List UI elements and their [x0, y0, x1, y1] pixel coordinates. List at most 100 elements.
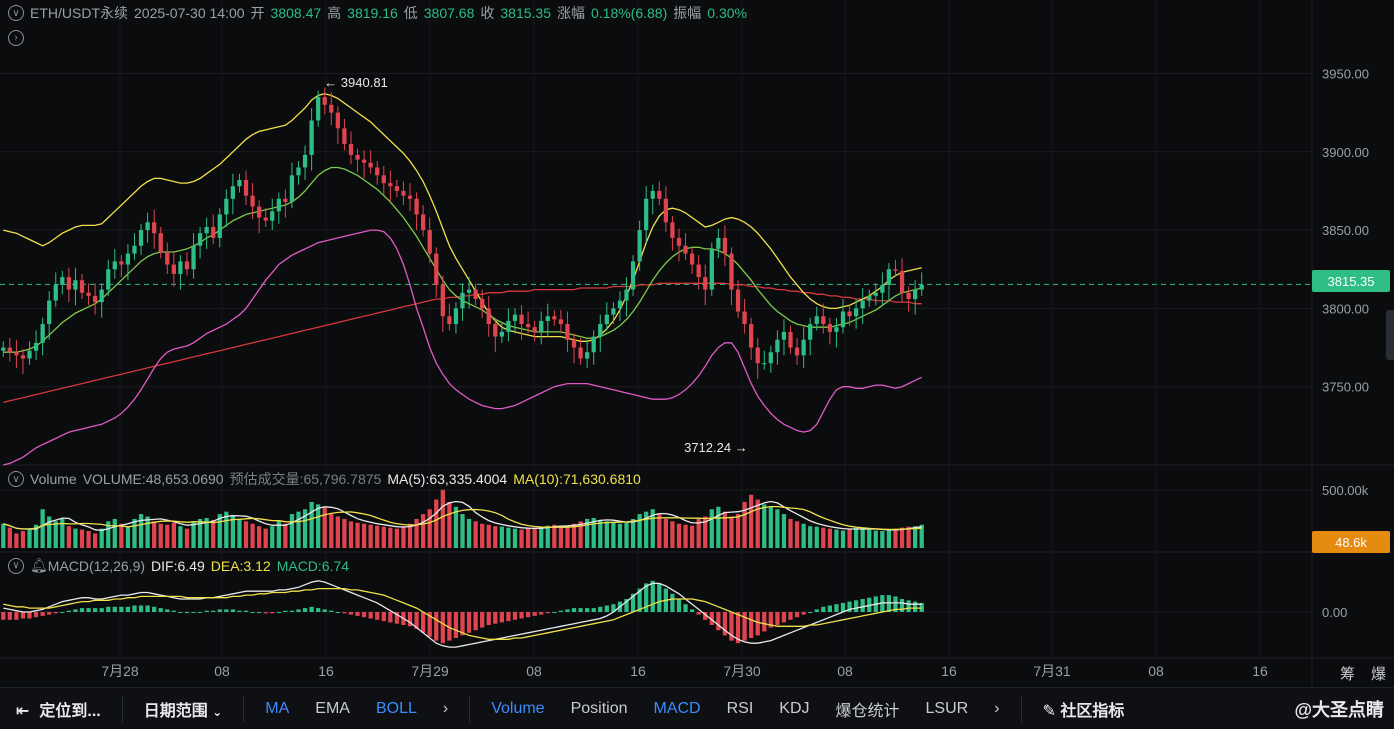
candle-body — [14, 352, 19, 356]
volume-bar — [821, 527, 826, 548]
candle-body — [611, 308, 616, 315]
candle-body — [296, 167, 301, 176]
kdj-tab[interactable]: KDJ — [779, 699, 810, 717]
liquidation-toggle[interactable]: 爆 — [1370, 666, 1386, 683]
candle-body — [329, 104, 334, 113]
candle-body — [539, 320, 544, 332]
volume-bar — [565, 526, 570, 548]
candle-body — [749, 324, 754, 348]
ma-tab[interactable]: MA — [265, 699, 290, 717]
volume-bar — [158, 523, 163, 548]
macd-histogram-bar — [329, 610, 334, 612]
macd-histogram-bar — [735, 612, 741, 644]
macd-histogram-bar — [676, 599, 682, 612]
volume-bar — [558, 525, 564, 548]
volume-bar — [486, 524, 491, 548]
volume-bar — [197, 518, 203, 548]
time-tick-label: 08 — [526, 663, 542, 679]
volume-tab[interactable]: Volume — [491, 699, 545, 717]
macd-dif-line — [3, 580, 922, 648]
chevron-right-icon[interactable]: › — [8, 29, 24, 46]
volume-bar — [663, 518, 669, 548]
macd-tab[interactable]: MACD — [653, 699, 701, 717]
candle-body — [650, 190, 655, 199]
volume-collapse-icon[interactable]: ∨ — [8, 471, 24, 487]
price-annotation: 3712.24 → — [684, 440, 748, 455]
candle-body — [840, 311, 846, 328]
candle-body — [670, 222, 675, 238]
volume-bar — [191, 521, 196, 548]
volume-bar — [650, 509, 655, 548]
boll-tab[interactable]: BOLL — [375, 699, 417, 717]
volume-bar — [853, 527, 859, 548]
volume-bar — [827, 528, 833, 548]
side-panel-handle[interactable] — [1386, 310, 1394, 360]
candle-body — [591, 336, 596, 353]
volume-bar — [598, 519, 603, 548]
community-indicators-button[interactable]: ✎ 社区指标 — [1030, 697, 1138, 721]
macd-collapse-icon[interactable]: ∨ — [8, 557, 24, 574]
liquidation-tab[interactable]: 爆仓统计 — [835, 702, 900, 720]
divider — [469, 695, 471, 722]
candle-body — [893, 269, 898, 271]
volume-bar — [329, 514, 334, 548]
volume-bar — [466, 518, 472, 548]
macd-histogram-bar — [119, 606, 124, 612]
candle-body — [302, 154, 308, 168]
macd-histogram-bar — [499, 612, 504, 623]
volume-bar — [808, 526, 813, 548]
chevron-right-icon[interactable]: › — [442, 699, 449, 717]
volume-bar — [14, 533, 19, 548]
volume-bar — [434, 499, 439, 548]
volume-bar — [401, 526, 406, 548]
volume-bar — [427, 509, 432, 548]
candle-body — [644, 198, 649, 231]
volume-bar — [493, 526, 498, 548]
volume-bar — [919, 524, 924, 548]
chip-toggle[interactable]: 筹 — [1339, 666, 1355, 683]
macd-histogram-bar — [545, 612, 550, 614]
candle-body — [447, 316, 452, 325]
position-tab[interactable]: Position — [570, 699, 628, 717]
locate-button[interactable]: ⇤ 定位到... — [0, 697, 114, 721]
price-tick-label: 3800.00 — [1322, 301, 1369, 316]
candle-body — [808, 324, 813, 340]
candle-body — [270, 211, 275, 221]
time-tick-label: 08 — [1148, 663, 1164, 679]
volume-bar — [7, 527, 12, 548]
divider — [1020, 695, 1022, 722]
macd-histogram-bar — [224, 609, 229, 612]
date-range-button[interactable]: 日期范围 ⌄ — [131, 697, 236, 721]
volume-bar — [525, 528, 531, 548]
volume-bar — [421, 514, 426, 548]
rsi-tab[interactable]: RSI — [726, 699, 754, 717]
volume-bar — [414, 518, 419, 548]
candle-body — [598, 324, 603, 337]
macd-histogram-bar — [696, 612, 701, 615]
macd-histogram-bar — [368, 612, 373, 619]
volume-bar — [762, 504, 767, 548]
chevron-right-icon[interactable]: › — [994, 699, 1000, 717]
bell-icon[interactable]: 🔔︎ — [30, 557, 48, 573]
lsur-tab[interactable]: LSUR — [925, 699, 969, 717]
collapse-chevron-icon[interactable]: ∨ — [8, 5, 24, 21]
candle-body — [453, 308, 459, 325]
candle-body — [421, 214, 426, 231]
expand-indicators[interactable]: › — [8, 27, 24, 46]
volume-estimate: 预估成交量:65,796.7875 — [229, 471, 382, 487]
macd-histogram-bar — [421, 612, 426, 633]
candle-body — [40, 324, 45, 343]
macd-histogram-bar — [749, 612, 754, 638]
boll-upper-line — [3, 93, 922, 342]
candle-body — [79, 280, 85, 293]
candle-body — [762, 363, 767, 365]
macd-histogram-bar — [650, 580, 655, 612]
ema-tab[interactable]: EMA — [315, 699, 350, 717]
divider — [243, 695, 245, 722]
candle-body — [906, 292, 911, 299]
volume-bar — [33, 524, 39, 548]
candle-body — [191, 245, 196, 270]
macd-histogram-bar — [309, 606, 314, 612]
macd-histogram-bar — [191, 612, 196, 613]
